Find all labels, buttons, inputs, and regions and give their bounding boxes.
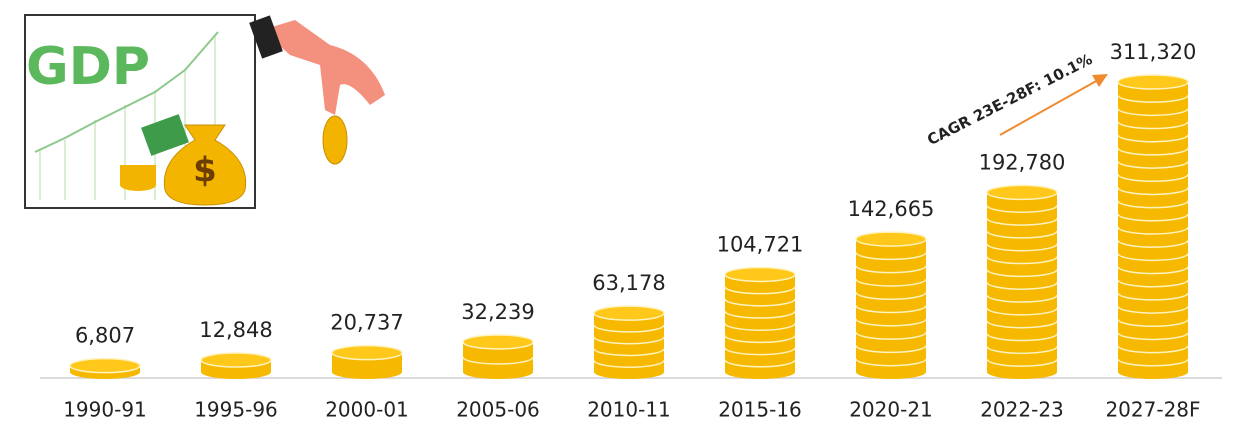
illustration-title: GDP — [26, 37, 150, 97]
value-label: 142,665 — [848, 197, 935, 221]
coin-body — [594, 313, 664, 372]
annotation-arrowhead — [1092, 74, 1108, 87]
coin-top — [856, 232, 926, 246]
value-label: 104,721 — [717, 232, 804, 256]
x-tick-label: 2010-11 — [587, 398, 671, 422]
coin-top — [1118, 75, 1188, 89]
coin-top — [201, 353, 271, 367]
coin-top — [463, 335, 533, 349]
coin-stack — [463, 335, 533, 379]
x-tick-label: 1990-91 — [63, 398, 147, 422]
coin-bottom — [332, 365, 402, 379]
illustration-dollar: $ — [193, 151, 217, 191]
coin-top — [594, 306, 664, 320]
x-tick-label: 2015-16 — [718, 398, 802, 422]
coin-top — [725, 267, 795, 281]
coin-top — [987, 185, 1057, 199]
illustration-coins — [120, 165, 156, 185]
coin-stack — [1118, 75, 1188, 379]
coin-body — [987, 192, 1057, 372]
value-label: 192,780 — [979, 150, 1066, 174]
value-label: 311,320 — [1110, 40, 1197, 64]
x-tick-label: 2027-28F — [1105, 398, 1200, 422]
coin-stack — [594, 306, 664, 379]
coin-bottom — [987, 365, 1057, 379]
coin-top — [332, 346, 402, 360]
illustration-hand — [262, 20, 385, 115]
coin-bottom — [856, 365, 926, 379]
coin-stack — [201, 353, 271, 379]
coin-body — [725, 274, 795, 372]
coin-bottom — [1118, 365, 1188, 379]
x-tick-label: 2000-01 — [325, 398, 409, 422]
coin-body — [1118, 82, 1188, 372]
coin-stack — [70, 359, 140, 379]
coin-stack — [332, 346, 402, 379]
coin-stack — [856, 232, 926, 379]
annotation: CAGR 23E-28F: 10.1% — [924, 50, 1095, 149]
value-label: 6,807 — [75, 324, 135, 348]
x-tick-label: 1995-96 — [194, 398, 278, 422]
value-label: 20,737 — [330, 311, 403, 335]
coin-bottom — [463, 365, 533, 379]
value-label: 12,848 — [199, 318, 272, 342]
value-label: 32,239 — [461, 300, 534, 324]
chart: GDP $ CAGR 23E-28F: 10.1% 1990-91 6,807 19… — [0, 0, 1237, 427]
value-label: 63,178 — [592, 271, 665, 295]
coin-stack — [725, 267, 795, 379]
coin-top — [70, 359, 140, 373]
x-tick-label: 2022-23 — [980, 398, 1064, 422]
x-tick-label: 2005-06 — [456, 398, 540, 422]
x-tick-label: 2020-21 — [849, 398, 933, 422]
illustration-coin — [323, 116, 347, 164]
coin-stack — [987, 185, 1057, 379]
gdp-illustration: GDP $ — [25, 15, 385, 208]
